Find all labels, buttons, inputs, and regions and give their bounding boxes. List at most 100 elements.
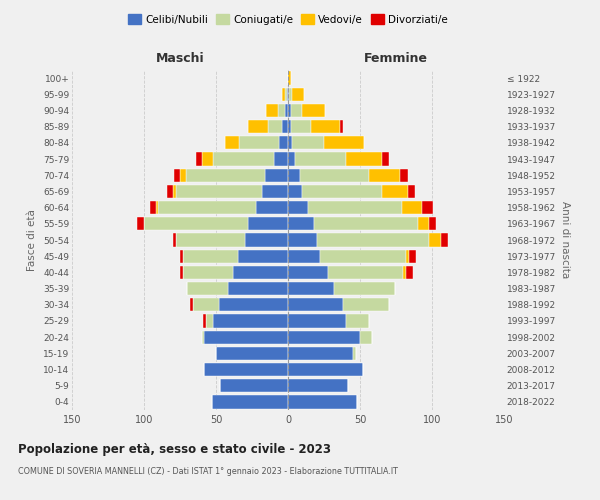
Bar [299, 168, 368, 182]
Y-axis label: Anni di nascita: Anni di nascita [560, 202, 570, 278]
Bar [360, 330, 371, 344]
Bar [248, 120, 268, 134]
Bar [176, 234, 245, 246]
Bar [144, 217, 248, 230]
Bar [219, 298, 288, 312]
Bar [440, 234, 448, 246]
Bar [176, 185, 262, 198]
Bar [212, 396, 288, 408]
Bar [155, 201, 158, 214]
Bar [224, 136, 239, 149]
Bar [280, 136, 288, 149]
Bar [292, 88, 304, 101]
Bar [174, 168, 180, 182]
Bar [308, 201, 402, 214]
Bar [291, 104, 302, 117]
Bar [190, 298, 193, 312]
Bar [429, 217, 436, 230]
Bar [220, 379, 288, 392]
Bar [400, 168, 407, 182]
Bar [287, 88, 288, 101]
Bar [429, 234, 440, 246]
Bar [288, 120, 291, 134]
Bar [205, 330, 288, 344]
Bar [262, 185, 288, 198]
Bar [288, 250, 320, 263]
Bar [206, 314, 213, 328]
Bar [150, 201, 155, 214]
Bar [288, 282, 334, 295]
Bar [302, 104, 325, 117]
Bar [187, 282, 227, 295]
Bar [288, 201, 308, 214]
Bar [403, 266, 406, 279]
Bar [282, 88, 285, 101]
Y-axis label: Fasce di età: Fasce di età [28, 209, 37, 271]
Bar [288, 363, 363, 376]
Bar [291, 120, 311, 134]
Bar [340, 120, 343, 134]
Text: COMUNE DI SOVERIA MANNELLI (CZ) - Dati ISTAT 1° gennaio 2023 - Elaborazione TUTT: COMUNE DI SOVERIA MANNELLI (CZ) - Dati I… [18, 468, 398, 476]
Bar [285, 104, 288, 117]
Bar [324, 136, 364, 149]
Bar [268, 120, 282, 134]
Bar [180, 250, 183, 263]
Bar [368, 168, 400, 182]
Bar [422, 201, 433, 214]
Bar [274, 152, 288, 166]
Bar [265, 168, 288, 182]
Bar [288, 330, 360, 344]
Bar [353, 346, 356, 360]
Bar [382, 152, 389, 166]
Bar [288, 185, 302, 198]
Legend: Celibi/Nubili, Coniugati/e, Vedovi/e, Divorziati/e: Celibi/Nubili, Coniugati/e, Vedovi/e, Di… [124, 10, 452, 29]
Bar [320, 250, 406, 263]
Bar [266, 104, 278, 117]
Text: Femmine: Femmine [364, 52, 428, 65]
Bar [295, 152, 346, 166]
Bar [288, 152, 295, 166]
Bar [346, 152, 382, 166]
Bar [256, 201, 288, 214]
Bar [288, 104, 291, 117]
Text: Popolazione per età, sesso e stato civile - 2023: Popolazione per età, sesso e stato civil… [18, 442, 331, 456]
Bar [285, 88, 287, 101]
Bar [382, 185, 407, 198]
Bar [158, 201, 256, 214]
Bar [288, 234, 317, 246]
Bar [288, 346, 353, 360]
Bar [407, 185, 415, 198]
Bar [406, 250, 409, 263]
Bar [288, 298, 343, 312]
Bar [288, 168, 299, 182]
Bar [183, 250, 238, 263]
Bar [203, 314, 206, 328]
Bar [314, 217, 418, 230]
Bar [213, 152, 274, 166]
Bar [216, 346, 288, 360]
Bar [302, 185, 382, 198]
Bar [180, 266, 183, 279]
Bar [167, 185, 173, 198]
Bar [213, 314, 288, 328]
Bar [288, 136, 292, 149]
Bar [288, 88, 289, 101]
Bar [239, 136, 280, 149]
Bar [288, 72, 291, 85]
Bar [196, 152, 202, 166]
Bar [186, 168, 265, 182]
Bar [288, 396, 357, 408]
Bar [248, 217, 288, 230]
Bar [346, 314, 368, 328]
Bar [292, 136, 324, 149]
Bar [328, 266, 403, 279]
Bar [202, 330, 205, 344]
Bar [288, 314, 346, 328]
Bar [173, 234, 176, 246]
Text: Maschi: Maschi [155, 52, 205, 65]
Bar [311, 120, 340, 134]
Bar [282, 120, 288, 134]
Bar [343, 298, 389, 312]
Bar [233, 266, 288, 279]
Bar [238, 250, 288, 263]
